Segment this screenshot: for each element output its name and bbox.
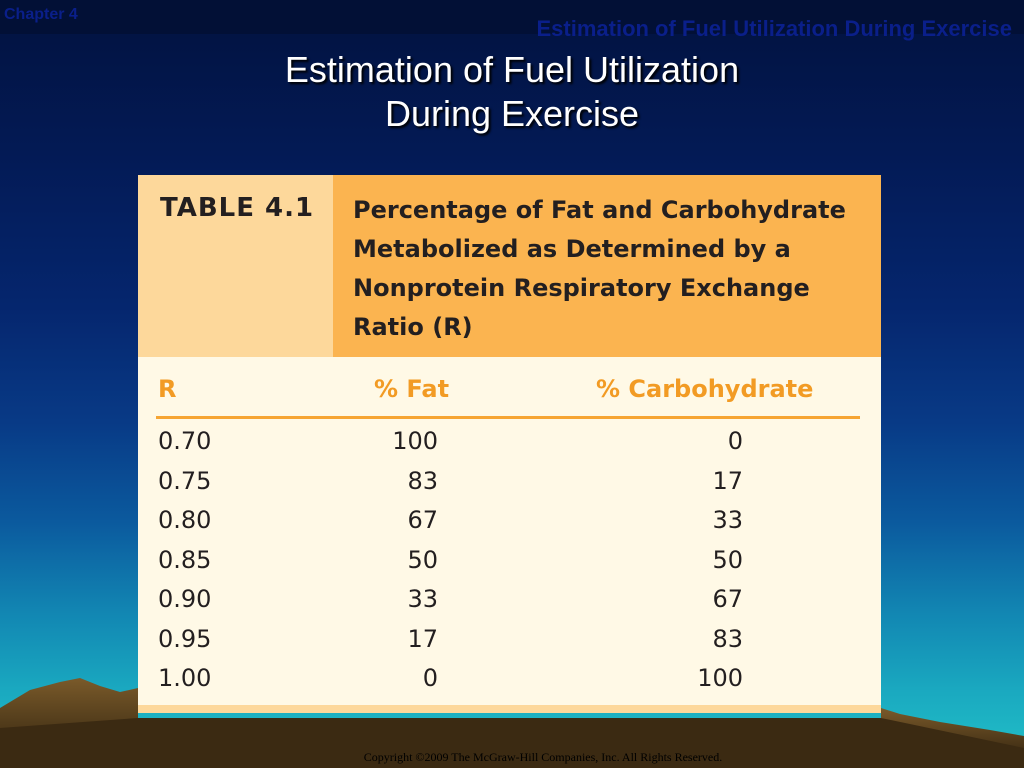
cell-fat: 83 <box>407 466 438 495</box>
cell-fat: 17 <box>407 624 438 653</box>
cell-r: 1.00 <box>158 664 212 692</box>
cell-fat: 0 <box>422 664 438 692</box>
column-header-fat: % Fat <box>374 375 450 403</box>
column-header-carbohydrate: % Carbohydrate <box>596 375 814 403</box>
cell-carbohydrate: 17 <box>712 466 743 495</box>
cell-carbohydrate: 67 <box>712 585 743 613</box>
cell-fat: 33 <box>407 585 438 613</box>
table-row: 0.90 33 67 <box>138 581 881 621</box>
table-row: 1.00 0 100 <box>138 660 881 700</box>
cell-r: 0.70 <box>158 427 212 455</box>
table-label: TABLE 4.1 <box>160 193 315 223</box>
header-title: Estimation of Fuel Utilization During Ex… <box>536 16 1012 41</box>
mountain-silhouette <box>0 678 1024 768</box>
table-row: 0.95 17 83 <box>138 621 881 661</box>
copyright-notice: Copyright ©2009 The McGraw-Hill Companie… <box>363 750 723 764</box>
cell-r: 0.75 <box>158 466 212 495</box>
cell-carbohydrate: 83 <box>712 624 743 653</box>
table-body: 0.70 100 0 0.75 83 17 0.80 67 33 0.85 50… <box>138 423 881 700</box>
cell-r: 0.85 <box>158 545 212 574</box>
table-label-cell: TABLE 4.1 <box>138 175 333 357</box>
slide-title-line-1: Estimation of Fuel Utilization <box>284 49 740 90</box>
table-caption-cell <box>333 175 881 357</box>
cell-r: 0.90 <box>158 585 212 613</box>
cell-r: 0.80 <box>158 506 212 534</box>
slide-title-line-2: During Exercise <box>384 93 640 134</box>
table-row: 0.80 67 33 <box>138 502 881 542</box>
column-header-r: R <box>158 375 177 403</box>
cell-fat: 100 <box>392 427 438 455</box>
table-card: TABLE 4.1 Percentage of Fat and Carbohyd… <box>138 175 881 713</box>
table-row: 0.70 100 0 <box>138 423 881 463</box>
cell-carbohydrate: 0 <box>727 427 743 455</box>
cell-r: 0.95 <box>158 624 212 653</box>
cell-carbohydrate: 50 <box>712 545 743 574</box>
table-caption: Percentage of Fat and Carbohydrate Metab… <box>353 196 846 341</box>
slide-title: Estimation of Fuel Utilization During Ex… <box>0 48 1024 136</box>
chapter-label: Chapter 4 <box>4 6 78 23</box>
table-row: 0.85 50 50 <box>138 542 881 582</box>
table-row: 0.75 83 17 <box>138 463 881 503</box>
cell-fat: 67 <box>407 506 438 534</box>
header-rule <box>156 416 860 419</box>
cell-carbohydrate: 100 <box>697 664 743 692</box>
table-footer-band <box>138 705 881 713</box>
cell-fat: 50 <box>407 545 438 574</box>
header-band <box>0 0 1024 34</box>
cell-carbohydrate: 33 <box>712 506 743 534</box>
